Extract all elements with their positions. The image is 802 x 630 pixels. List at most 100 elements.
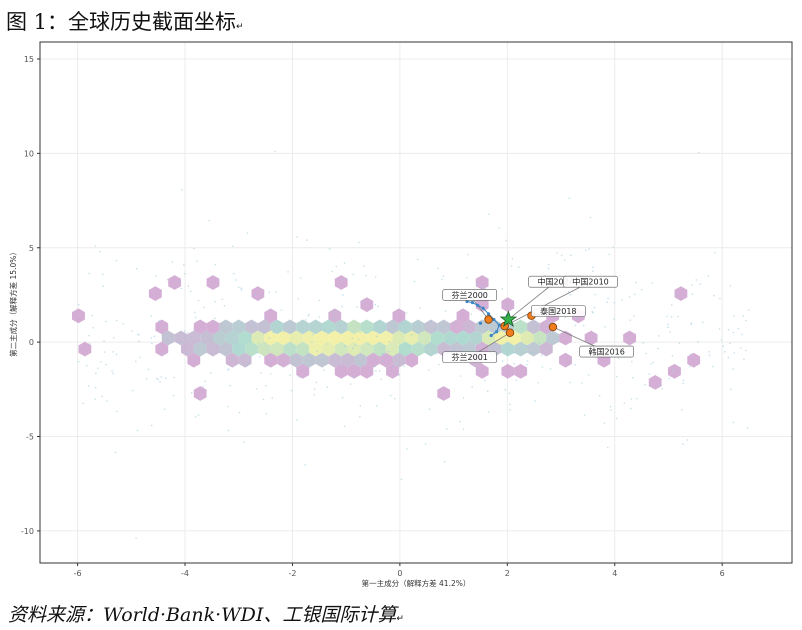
scatter-dot (185, 352, 188, 354)
scatter-dot (135, 360, 137, 363)
trajectory-point (489, 333, 493, 338)
scatter-dot (374, 303, 377, 306)
y-tick-label: 5 (29, 244, 34, 253)
hexbin-cell (251, 330, 265, 346)
scatter-dot (615, 417, 618, 420)
scatter-dot (197, 299, 200, 302)
scatter-dot (147, 368, 150, 371)
scatter-dot (446, 428, 448, 430)
scatter-dot (607, 297, 609, 300)
scatter-dot (729, 285, 732, 287)
scatter-dot (534, 400, 536, 402)
scatter-dot (393, 397, 396, 400)
scatter-dot (651, 282, 654, 284)
scatter-dot (581, 382, 583, 384)
scatter-dot (670, 315, 673, 318)
scatter-dot (115, 353, 118, 356)
scatter-dot (131, 389, 134, 392)
scatter-dot (378, 370, 381, 372)
trajectory-point (494, 330, 499, 334)
scatter-dot (718, 328, 721, 330)
scatter-dot (569, 293, 572, 296)
scatter-dot (339, 324, 342, 327)
hexbin-cell (418, 330, 431, 346)
scatter-dot (190, 392, 193, 394)
scatter-dot (470, 313, 473, 315)
scatter-dot (277, 320, 280, 323)
scatter-dot (316, 350, 318, 353)
scatter-dot (341, 278, 344, 281)
scatter-dot (145, 377, 148, 380)
scatter-dot (682, 382, 684, 385)
hexbin-cell (469, 330, 483, 346)
hexbin-cell (533, 330, 547, 346)
hexbin-cell (405, 352, 419, 368)
scatter-dot (682, 379, 685, 382)
scatter-dot (741, 333, 743, 336)
hexbin-cell (527, 341, 540, 357)
scatter-dot (268, 360, 270, 363)
scatter-dot (513, 362, 515, 365)
scatter-dot (645, 352, 647, 355)
scatter-dot (729, 342, 731, 345)
scatter-dot (722, 345, 724, 347)
annotation-box (563, 275, 618, 288)
scatter-dot (249, 334, 252, 337)
scatter-dot (187, 331, 189, 334)
scatter-dot (362, 301, 364, 303)
scatter-dot (508, 392, 511, 395)
scatter-dot (91, 314, 94, 317)
scatter-dot (501, 288, 503, 290)
scatter-dot (606, 446, 609, 449)
scatter-dot (173, 376, 176, 379)
scatter-dot (376, 405, 378, 407)
scatter-dot (253, 321, 256, 324)
hexbin-cell (424, 341, 438, 357)
scatter-dot (628, 296, 631, 298)
scatter-dot (227, 405, 229, 408)
x-tick-label: 6 (720, 569, 725, 578)
scatter-dot (677, 315, 679, 318)
scatter-dot (418, 324, 421, 327)
scatter-dot (193, 311, 196, 314)
hexbin-cell (366, 352, 380, 368)
scatter-dot (287, 271, 289, 273)
hexbin-cell (475, 297, 489, 313)
figure-title: 图 1：全球历史截面坐标↵ (6, 6, 244, 36)
scatter-dot (306, 353, 309, 356)
scatter-dot (208, 219, 210, 222)
scatter-dot (598, 394, 601, 397)
hexbin-cell (232, 341, 246, 357)
hexbin-cell (527, 319, 540, 335)
scatter-dot (297, 376, 300, 378)
scatter-dot (375, 335, 378, 338)
scatter-dot (100, 361, 102, 363)
scatter-dot (343, 262, 346, 264)
scatter-dot (526, 360, 529, 362)
hexbin-cell (187, 330, 201, 346)
hexbin-cell (334, 341, 348, 357)
scatter-dot (190, 290, 192, 293)
scatter-dot (275, 290, 277, 293)
scatter-dot (640, 289, 643, 291)
scatter-dot (155, 377, 158, 380)
scatter-dot (214, 263, 217, 266)
hexbin-cell (411, 341, 425, 357)
hexbin-cell (424, 319, 438, 335)
scatter-dot (349, 383, 352, 385)
trajectory-point (470, 300, 474, 305)
hexbin-cell (315, 352, 329, 368)
hexbin-cell (501, 363, 515, 379)
hexbin-cell (328, 352, 342, 368)
scatter-dot (165, 377, 167, 379)
scatter-dot (603, 422, 606, 424)
scatter-dot (246, 232, 249, 234)
scatter-dot (730, 388, 732, 391)
scatter-dot (587, 374, 590, 376)
scatter-dot (629, 319, 632, 321)
scatter-dot (697, 340, 699, 343)
scatter-dot (583, 414, 586, 417)
figure-source-text: 资料来源：World·Bank·WDI、工银国际计算 (8, 604, 397, 626)
scatter-dot (723, 351, 726, 353)
